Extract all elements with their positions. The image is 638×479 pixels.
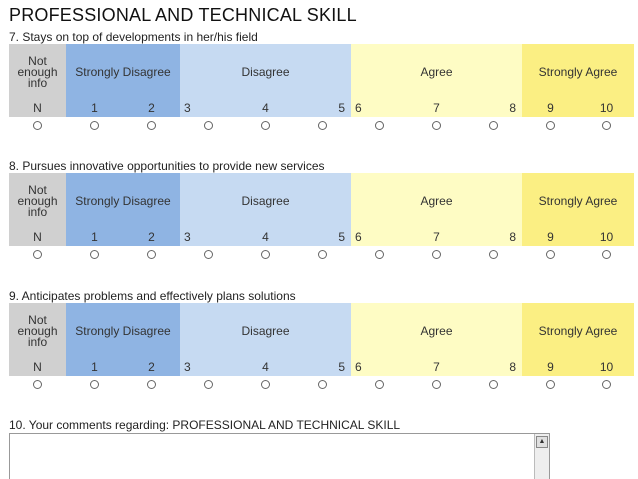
scale-number-6: 6 [351,100,408,117]
radio-5[interactable] [318,249,327,259]
scroll-up-arrow-icon[interactable]: ▲ [536,436,548,448]
header-not-enough-info: Not enough info [9,44,66,100]
radio-n[interactable] [33,379,42,389]
header-not-enough-info: Not enough info [9,173,66,229]
radio-6[interactable] [375,249,384,259]
radio-n[interactable] [33,120,42,130]
comments-scrollbar[interactable]: ▲ [534,434,549,479]
radio-7[interactable] [432,120,441,130]
scale-number-4: 4 [237,229,294,246]
radio-2[interactable] [147,379,156,389]
scale-number-9: 9 [522,229,579,246]
scale-number-n: N [9,100,66,117]
scale-number-6: 6 [351,359,408,376]
scale-number-1: 1 [66,100,123,117]
header-agree: Agree [351,173,522,229]
scale-number-3: 3 [180,100,237,117]
radio-7[interactable] [432,249,441,259]
header-not-enough-info: Not enough info [9,303,66,359]
scale-number-8: 8 [465,100,522,117]
scale-number-9: 9 [522,100,579,117]
radio-1[interactable] [90,120,99,130]
scale-number-1: 1 [66,359,123,376]
radio-4[interactable] [261,249,270,259]
scale-number-3: 3 [180,229,237,246]
rating-scale: Not enough info Strongly Disagree Disagr… [9,173,634,262]
radio-9[interactable] [546,379,555,389]
question-7: 7. Stays on top of developments in her/h… [9,30,634,133]
radio-1[interactable] [90,249,99,259]
radio-10[interactable] [602,120,611,130]
radio-8[interactable] [489,120,498,130]
header-disagree: Disagree [180,173,351,229]
radio-10[interactable] [602,249,611,259]
radio-4[interactable] [261,120,270,130]
question-label: 7. Stays on top of developments in her/h… [9,30,258,44]
radio-2[interactable] [147,120,156,130]
radio-2[interactable] [147,249,156,259]
header-agree: Agree [351,303,522,359]
radio-1[interactable] [90,379,99,389]
radio-10[interactable] [602,379,611,389]
header-disagree: Disagree [180,303,351,359]
radio-8[interactable] [489,379,498,389]
radio-9[interactable] [546,249,555,259]
radio-n[interactable] [33,249,42,259]
scale-number-n: N [9,229,66,246]
header-strongly-disagree: Strongly Disagree [66,303,180,359]
scale-number-10: 10 [579,359,634,376]
scale-number-8: 8 [465,359,522,376]
comments-label: 10. Your comments regarding: PROFESSIONA… [9,418,401,432]
radio-6[interactable] [375,379,384,389]
radio-5[interactable] [318,120,327,130]
scale-number-n: N [9,359,66,376]
header-strongly-disagree: Strongly Disagree [66,44,180,100]
comments-textarea[interactable]: ▲ [9,433,550,479]
header-strongly-agree: Strongly Agree [522,173,634,229]
scale-number-10: 10 [579,229,634,246]
header-strongly-agree: Strongly Agree [522,44,634,100]
rating-scale: Not enough info Strongly Disagree Disagr… [9,44,634,133]
question-8: 8. Pursues innovative opportunities to p… [9,159,634,262]
scale-number-7: 7 [408,359,465,376]
radio-8[interactable] [489,249,498,259]
radio-3[interactable] [204,249,213,259]
scale-number-6: 6 [351,229,408,246]
scale-number-2: 2 [123,229,180,246]
radio-9[interactable] [546,120,555,130]
radio-4[interactable] [261,379,270,389]
section-title: PROFESSIONAL AND TECHNICAL SKILL [9,5,357,25]
header-strongly-agree: Strongly Agree [522,303,634,359]
scale-number-5: 5 [294,229,351,246]
scale-number-1: 1 [66,229,123,246]
scale-number-3: 3 [180,359,237,376]
scale-number-5: 5 [294,359,351,376]
header-agree: Agree [351,44,522,100]
header-strongly-disagree: Strongly Disagree [66,173,180,229]
radio-7[interactable] [432,379,441,389]
scale-number-9: 9 [522,359,579,376]
scale-number-2: 2 [123,100,180,117]
scale-number-5: 5 [294,100,351,117]
scale-number-4: 4 [237,359,294,376]
radio-6[interactable] [375,120,384,130]
scale-number-10: 10 [579,100,634,117]
question-9: 9. Anticipates problems and effectively … [9,289,634,392]
question-label: 9. Anticipates problems and effectively … [9,289,296,303]
scale-number-4: 4 [237,100,294,117]
rating-scale: Not enough info Strongly Disagree Disagr… [9,303,634,392]
scale-number-7: 7 [408,229,465,246]
question-label: 8. Pursues innovative opportunities to p… [9,159,325,173]
radio-3[interactable] [204,120,213,130]
radio-5[interactable] [318,379,327,389]
scale-number-8: 8 [465,229,522,246]
scale-number-2: 2 [123,359,180,376]
header-disagree: Disagree [180,44,351,100]
scale-number-7: 7 [408,100,465,117]
radio-3[interactable] [204,379,213,389]
